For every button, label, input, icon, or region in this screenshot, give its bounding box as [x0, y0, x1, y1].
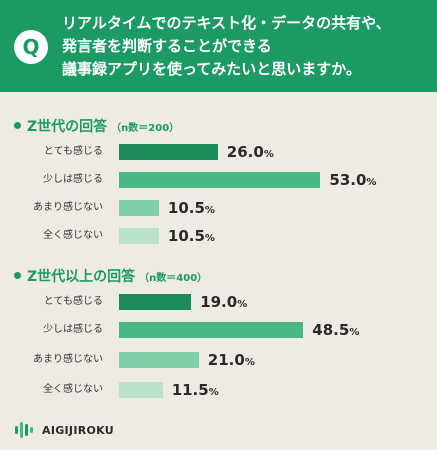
bullet-dot-icon: [14, 122, 21, 129]
value-number: 11.5: [171, 381, 209, 399]
bullet-dot-icon: [14, 272, 21, 279]
bar: [119, 172, 321, 188]
value-label: 19.0%: [200, 291, 247, 313]
value-label: 26.0%: [227, 141, 274, 163]
logo-text: AIGIJIROKU: [42, 423, 114, 437]
category-label: 少しは感じる: [43, 324, 103, 335]
question-header: Q リアルタイムでのテキスト化・データの共有や、 発言者を判断することができる …: [0, 0, 437, 92]
q-badge: Q: [14, 30, 48, 64]
value-number: 10.5: [167, 227, 205, 245]
bar-row: 全く感じない 11.5%: [0, 381, 437, 399]
brand-logo: AIGIJIROKU: [14, 420, 114, 440]
percent-unit: %: [208, 387, 219, 398]
value-number: 19.0: [200, 293, 238, 311]
value-label: 53.0%: [329, 169, 376, 191]
chart-title: Z世代の回答 （n数＝200）: [14, 116, 179, 136]
value-number: 53.0: [329, 171, 367, 189]
bar-row: 少しは感じる 48.5%: [0, 321, 437, 339]
percent-unit: %: [244, 357, 255, 368]
value-label: 10.5%: [168, 225, 215, 247]
percent-unit: %: [204, 205, 215, 216]
category-label: あまり感じない: [33, 202, 103, 213]
sample-size-note: （n数＝400）: [139, 273, 208, 284]
bar-row: あまり感じない 21.0%: [0, 351, 437, 369]
question-text: リアルタイムでのテキスト化・データの共有や、 発言者を判断することができる 議事…: [62, 12, 430, 81]
question-line: リアルタイムでのテキスト化・データの共有や、: [62, 14, 391, 32]
percent-unit: %: [237, 299, 248, 310]
bar-row: あまり感じない 10.5%: [0, 199, 437, 217]
value-label: 48.5%: [312, 319, 359, 341]
bar: [119, 144, 218, 160]
bar: [119, 228, 159, 244]
category-label: あまり感じない: [33, 354, 103, 365]
category-label: とても感じる: [43, 296, 103, 307]
percent-unit: %: [204, 233, 215, 244]
chart-title: Z世代以上の回答 （n数＝400）: [14, 266, 207, 286]
value-number: 10.5: [167, 199, 205, 217]
question-line: 議事録アプリを使ってみたいと思いますか。: [62, 60, 361, 78]
sample-size-note: （n数＝200）: [111, 123, 180, 134]
value-number: 21.0: [207, 351, 245, 369]
chart-title-text: Z世代以上の回答: [27, 269, 136, 285]
bar: [119, 352, 199, 368]
bar-row: とても感じる 19.0%: [0, 293, 437, 311]
category-label: とても感じる: [43, 146, 103, 157]
bar: [119, 322, 304, 338]
percent-unit: %: [366, 177, 377, 188]
percent-unit: %: [263, 149, 274, 160]
category-label: 少しは感じる: [43, 174, 103, 185]
category-label: 全く感じない: [43, 230, 103, 241]
chart-title-text: Z世代の回答: [27, 119, 108, 135]
value-number: 48.5: [312, 321, 350, 339]
bar-row: とても感じる 26.0%: [0, 143, 437, 161]
bar-row: 少しは感じる 53.0%: [0, 171, 437, 189]
bar: [119, 200, 159, 216]
value-label: 10.5%: [168, 197, 215, 219]
bar-row: 全く感じない 10.5%: [0, 227, 437, 245]
bar: [119, 294, 192, 310]
bar: [119, 382, 163, 398]
question-line: 発言者を判断することができる: [62, 37, 272, 55]
value-label: 11.5%: [172, 379, 219, 401]
aigijiroku-leaf-logo-icon: [15, 422, 33, 438]
percent-unit: %: [349, 327, 360, 338]
value-label: 21.0%: [208, 349, 255, 371]
value-number: 26.0: [226, 143, 264, 161]
category-label: 全く感じない: [43, 384, 103, 395]
